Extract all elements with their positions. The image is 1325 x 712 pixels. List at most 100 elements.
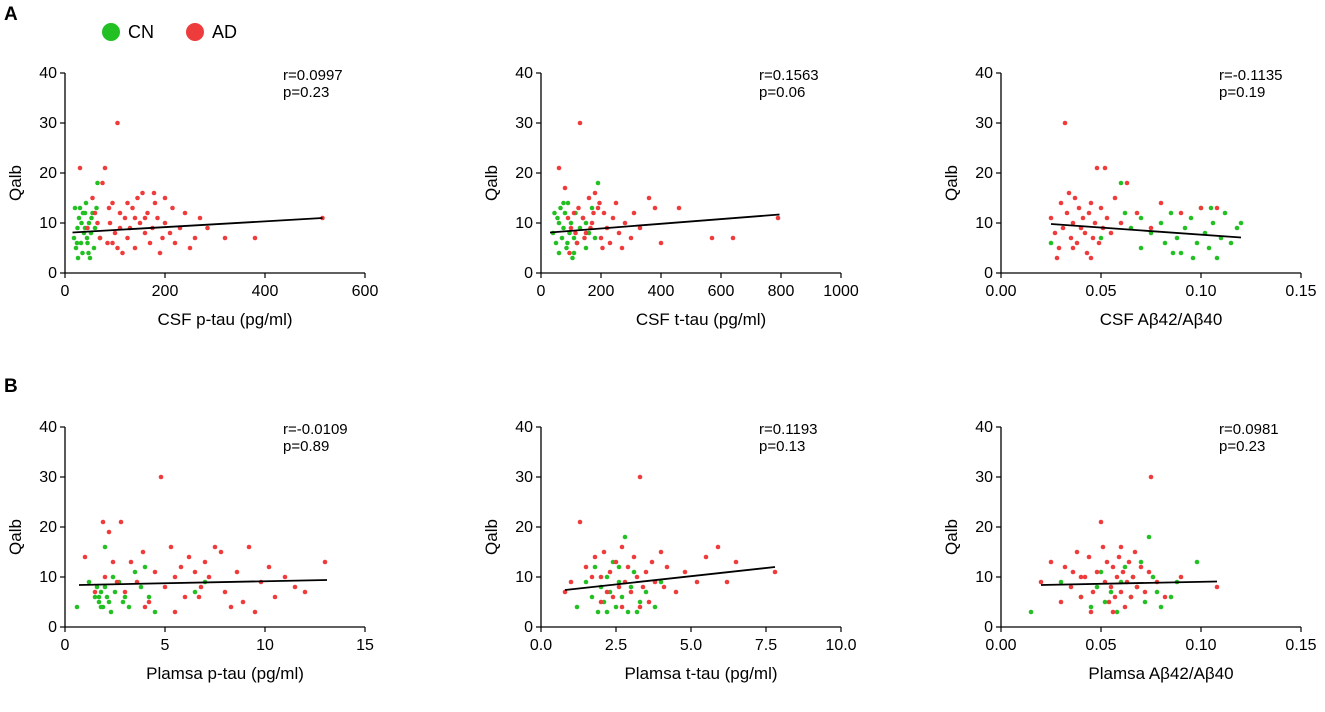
data-point-ad bbox=[673, 589, 679, 595]
y-tick-label: 40 bbox=[515, 419, 533, 436]
data-point-ad bbox=[162, 195, 168, 201]
data-point-cn bbox=[559, 235, 565, 241]
data-point-cn bbox=[1138, 245, 1144, 251]
data-point-ad bbox=[125, 235, 130, 241]
data-point-ad bbox=[110, 240, 115, 246]
data-point-ad bbox=[1062, 564, 1068, 570]
data-point-cn bbox=[1108, 589, 1114, 595]
y-axis-label: Qalb bbox=[6, 519, 25, 555]
data-point-ad bbox=[658, 549, 664, 555]
data-point-ad bbox=[643, 569, 649, 575]
data-point-ad bbox=[114, 579, 120, 585]
data-point-ad bbox=[634, 574, 640, 580]
y-tick-label: 10 bbox=[975, 215, 993, 232]
data-point-ad bbox=[610, 594, 616, 600]
data-point-ad bbox=[1110, 564, 1116, 570]
data-point-ad bbox=[676, 205, 682, 211]
data-point-ad bbox=[664, 564, 670, 570]
regression-line bbox=[78, 579, 328, 586]
data-point-cn bbox=[583, 220, 589, 226]
y-tick-label: 20 bbox=[515, 165, 533, 182]
data-point-cn bbox=[146, 594, 152, 600]
data-point-ad bbox=[1118, 544, 1124, 550]
data-point-ad bbox=[1070, 245, 1076, 251]
data-point-cn bbox=[1122, 210, 1128, 216]
data-point-cn bbox=[553, 240, 559, 246]
data-point-ad bbox=[604, 589, 610, 595]
data-point-ad bbox=[202, 559, 208, 565]
data-point-cn bbox=[1102, 599, 1108, 605]
data-point-ad bbox=[1142, 589, 1148, 595]
data-point-ad bbox=[1102, 165, 1108, 171]
y-tick-label: 30 bbox=[515, 115, 533, 132]
data-point-ad bbox=[178, 564, 184, 570]
data-point-ad bbox=[571, 210, 577, 216]
data-point-ad bbox=[592, 554, 598, 560]
series-ad bbox=[82, 474, 328, 615]
data-point-cn bbox=[96, 599, 102, 605]
data-point-ad bbox=[607, 240, 613, 246]
y-tick-label: 30 bbox=[975, 469, 993, 486]
y-tick-label: 20 bbox=[975, 165, 993, 182]
data-point-cn bbox=[658, 579, 664, 585]
data-point-ad bbox=[155, 215, 160, 221]
data-point-cn bbox=[1098, 569, 1104, 575]
x-tick-label: 600 bbox=[352, 283, 379, 300]
data-point-ad bbox=[110, 559, 116, 565]
x-axis-label: Plamsa p-tau (pg/ml) bbox=[146, 664, 304, 683]
data-point-ad bbox=[1112, 195, 1118, 201]
data-point-ad bbox=[105, 240, 110, 246]
data-point-ad bbox=[125, 200, 130, 206]
x-tick-label: 0.10 bbox=[1185, 637, 1216, 654]
data-point-ad bbox=[1116, 554, 1122, 560]
x-tick-label: 600 bbox=[708, 283, 735, 300]
x-tick-label: 0.00 bbox=[985, 637, 1016, 654]
data-point-ad bbox=[1178, 574, 1184, 580]
data-point-ad bbox=[115, 120, 120, 126]
data-point-ad bbox=[733, 559, 739, 565]
data-point-ad bbox=[576, 205, 581, 211]
data-point-ad bbox=[1108, 584, 1114, 590]
data-point-cn bbox=[1194, 559, 1200, 565]
data-point-ad bbox=[567, 250, 572, 256]
data-point-cn bbox=[85, 240, 90, 246]
scatter-chart-6: 0 10 20 30 40 0.00 0.05 0.10 0.15 Plamsa Aβ42/Aβ4… bbox=[942, 419, 1317, 683]
data-point-cn bbox=[80, 210, 86, 216]
data-point-ad bbox=[616, 230, 622, 236]
x-axis-label: CSF p-tau (pg/ml) bbox=[157, 310, 292, 329]
series-cn bbox=[1028, 534, 1200, 615]
data-point-ad bbox=[92, 210, 98, 216]
data-point-cn bbox=[192, 589, 198, 595]
data-point-cn bbox=[583, 579, 589, 585]
x-tick-label: 5.0 bbox=[680, 637, 702, 654]
scatter-chart-5: 0 10 20 30 40 0.0 2.5 5.0 7.5 10.0 Plamsa t-tau (p… bbox=[482, 419, 857, 683]
data-point-ad bbox=[77, 165, 83, 171]
data-point-cn bbox=[1146, 534, 1152, 540]
data-point-cn bbox=[102, 544, 108, 550]
data-point-cn bbox=[562, 210, 568, 216]
data-point-cn bbox=[625, 609, 631, 615]
y-tick-label: 10 bbox=[39, 569, 57, 586]
stat-p: p=0.13 bbox=[759, 438, 805, 455]
data-point-ad bbox=[1094, 569, 1100, 575]
data-point-ad bbox=[598, 574, 604, 580]
legend-marker-ad bbox=[186, 23, 204, 41]
y-tick-label: 40 bbox=[975, 65, 993, 82]
y-tick-label: 30 bbox=[515, 469, 533, 486]
data-point-cn bbox=[592, 235, 598, 241]
y-axis-label: Qalb bbox=[482, 519, 501, 555]
data-point-ad bbox=[574, 240, 580, 246]
data-point-ad bbox=[152, 200, 158, 206]
data-point-ad bbox=[577, 519, 583, 525]
series-cn bbox=[74, 544, 208, 615]
stat-r: r=0.1563 bbox=[759, 67, 819, 84]
data-point-cn bbox=[595, 609, 601, 615]
data-point-ad bbox=[565, 215, 571, 221]
data-point-ad bbox=[160, 235, 165, 241]
regression-line bbox=[1040, 580, 1218, 586]
data-point-cn bbox=[1214, 255, 1220, 261]
data-point-ad bbox=[709, 235, 715, 241]
data-point-ad bbox=[1112, 594, 1118, 600]
x-tick-label: 0.05 bbox=[1085, 283, 1116, 300]
